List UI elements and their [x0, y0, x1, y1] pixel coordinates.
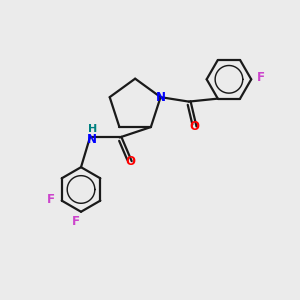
Text: F: F [257, 71, 265, 84]
Text: O: O [190, 120, 200, 134]
Text: O: O [125, 155, 135, 168]
Text: N: N [156, 91, 166, 104]
Text: N: N [87, 133, 97, 146]
Text: F: F [47, 193, 55, 206]
Text: F: F [72, 215, 80, 228]
Text: H: H [88, 124, 97, 134]
